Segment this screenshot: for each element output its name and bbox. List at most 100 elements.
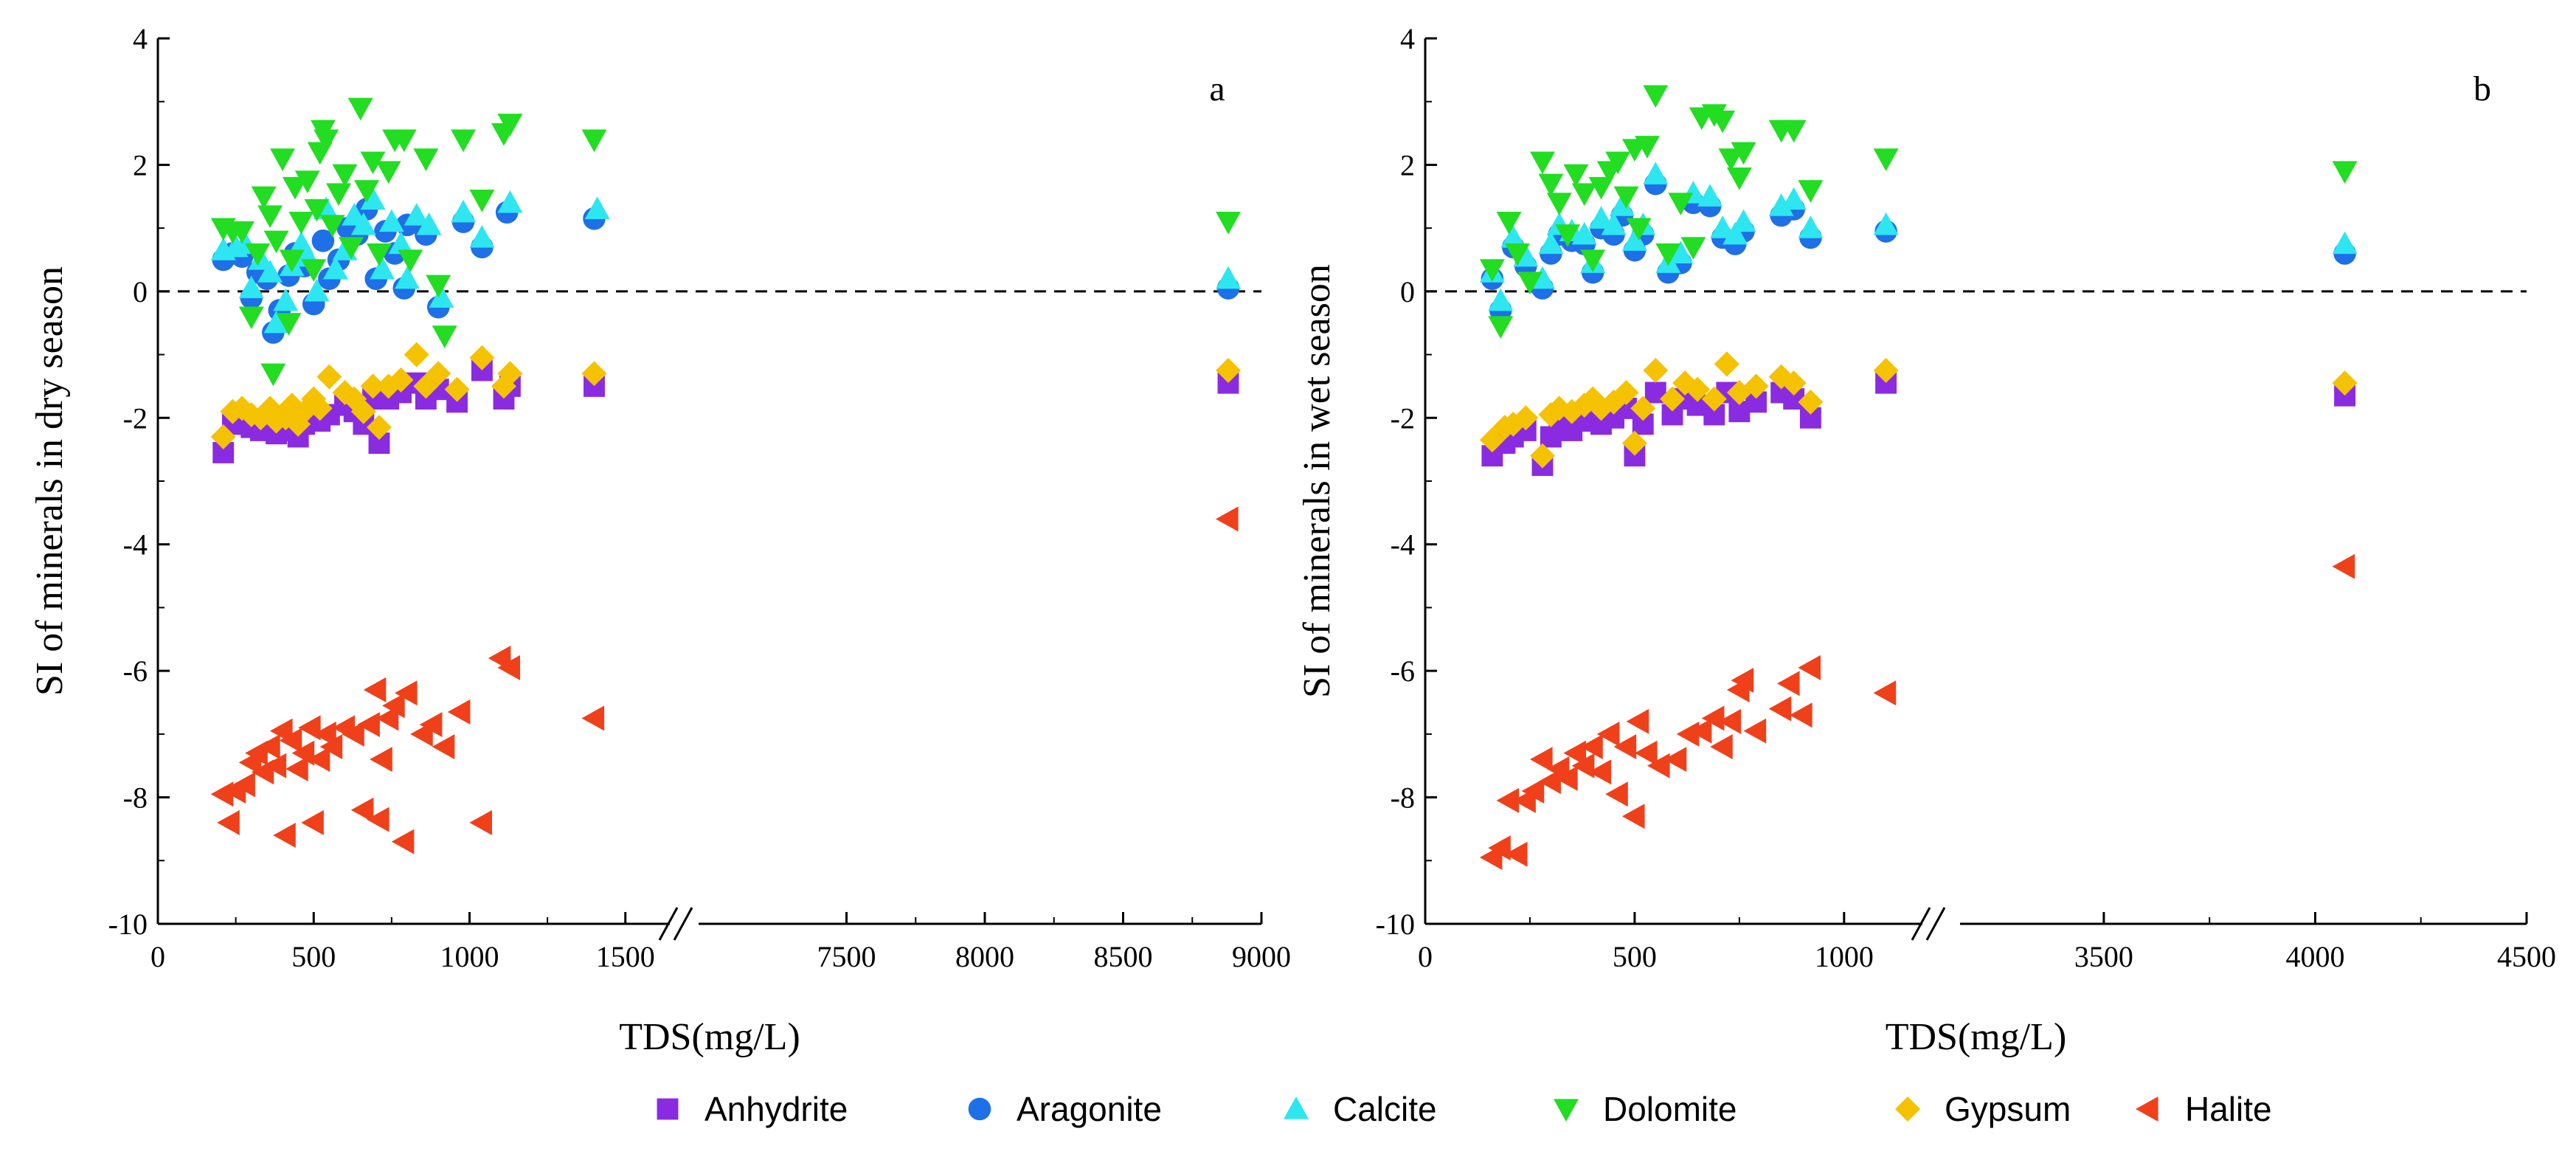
data-point [1609, 193, 1635, 216]
x-tick-label: 4000 [2285, 940, 2344, 973]
data-point [1555, 224, 1581, 247]
axes-frame [156, 38, 1261, 941]
data-point [444, 376, 470, 402]
data-point [1643, 358, 1669, 383]
data-point [251, 186, 277, 210]
data-point [314, 129, 339, 153]
data-point [370, 256, 395, 280]
series-halite [1479, 553, 2355, 870]
data-point [210, 781, 234, 807]
data-point [354, 180, 380, 203]
series-calcite [210, 187, 1241, 334]
data-point [311, 229, 335, 252]
x-tick-label: 7500 [817, 940, 876, 973]
y-tick-label: 0 [1400, 275, 1415, 308]
data-point [360, 187, 386, 210]
data-point [1571, 221, 1597, 245]
data-point [1538, 231, 1564, 255]
data-point [1621, 430, 1647, 456]
data-point [1643, 162, 1669, 184]
data-point [285, 756, 308, 781]
data-point [1580, 249, 1606, 272]
data-point [363, 677, 387, 702]
data-point [451, 129, 477, 153]
data-point [1701, 386, 1727, 412]
data-point [1777, 671, 1800, 697]
x-tick-label: 8500 [1094, 940, 1153, 973]
x-tick-label: 1000 [440, 940, 499, 973]
data-point [1718, 148, 1744, 171]
data-point [316, 364, 342, 390]
data-point [1613, 380, 1639, 405]
data-point [388, 231, 414, 255]
x-tick-label: 500 [291, 940, 336, 973]
series-dolomite [1479, 85, 2358, 339]
data-point [1513, 405, 1539, 431]
data-point [1216, 266, 1241, 289]
data-point [322, 256, 348, 280]
y-tick-label: -6 [1391, 655, 1415, 688]
data-point [332, 164, 358, 187]
data-point [1768, 696, 1792, 722]
data-point [419, 712, 443, 737]
y-tick-label: 0 [133, 275, 148, 308]
y-tick-label: -2 [1391, 401, 1415, 435]
y-tick-label: 4 [1400, 22, 1415, 55]
data-point [2332, 553, 2355, 579]
data-point [304, 278, 330, 302]
data-point [1529, 151, 1555, 175]
data-point [469, 809, 492, 835]
y-axis-label: SI of minerals in wet season [1296, 264, 1338, 698]
data-point [342, 721, 364, 747]
data-point [350, 212, 376, 235]
y-tick-label: 4 [133, 22, 148, 55]
data-point [2332, 231, 2358, 255]
axis-break-mark [1911, 907, 1931, 941]
legend-item-dolomite: Dolomite [1554, 1090, 1737, 1128]
data-point [238, 275, 264, 299]
data-point [1768, 193, 1794, 216]
data-point [447, 699, 471, 725]
series-gypsum [210, 342, 1241, 449]
legend-marker [2136, 1096, 2158, 1122]
data-point [357, 712, 380, 737]
data-point [404, 203, 429, 226]
panel-label: b [2473, 69, 2491, 108]
legend: Anhydrite Aragonite Calcite Dolomite Gypsum H… [657, 1090, 2272, 1128]
data-point [370, 747, 392, 773]
y-tick-label: -4 [1391, 528, 1415, 562]
data-point [2332, 161, 2358, 184]
y-tick-label: -2 [123, 401, 148, 435]
data-point [326, 183, 352, 206]
panel-label: a [1209, 69, 1225, 108]
data-point [1668, 193, 1694, 215]
data-point [1538, 769, 1561, 795]
legend-marker [1895, 1096, 1920, 1122]
y-tick-label: -6 [123, 655, 148, 688]
data-point [1781, 120, 1807, 143]
x-tick-label: 4500 [2497, 940, 2556, 973]
series-aragonite [1481, 172, 2356, 322]
x-axis-label: TDS(mg/L) [619, 1016, 800, 1058]
data-point [404, 342, 429, 367]
x-tick-label: 1000 [1815, 940, 1874, 973]
legend-marker [1284, 1096, 1309, 1119]
data-point [1798, 180, 1824, 203]
data-point [581, 361, 607, 387]
data-point [1668, 241, 1694, 264]
data-point [1689, 718, 1712, 744]
data-point [1731, 209, 1756, 232]
legend-marker [968, 1097, 991, 1121]
data-point [1596, 721, 1620, 747]
data-point [1790, 702, 1812, 728]
data-point [1718, 708, 1742, 734]
data-point [1529, 443, 1555, 469]
x-tick-label: 3500 [2074, 940, 2133, 973]
data-point [1601, 212, 1627, 235]
data-point [451, 199, 477, 223]
data-point [1643, 85, 1669, 108]
data-point [1216, 358, 1241, 383]
data-point [350, 797, 374, 823]
data-point [375, 161, 401, 184]
data-point [391, 829, 415, 854]
